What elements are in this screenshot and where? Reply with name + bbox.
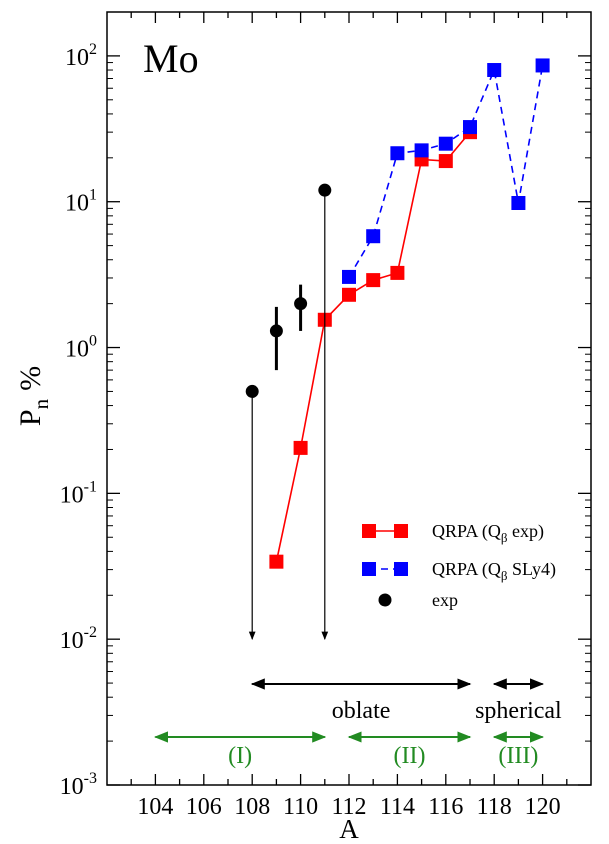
annotation-label: spherical bbox=[475, 698, 562, 724]
legend-label-sub: β bbox=[501, 568, 508, 583]
legend-entry: QRPA (Qβ exp) bbox=[362, 521, 544, 545]
legend-marker bbox=[362, 562, 376, 576]
series-0 bbox=[269, 125, 477, 569]
x-tick-label: 114 bbox=[380, 794, 415, 820]
legend-label-tail: SLy4) bbox=[508, 559, 557, 580]
y-tick-label-exp: 2 bbox=[89, 41, 97, 58]
y-tick-label-exp: -3 bbox=[84, 770, 97, 787]
legend-entry: QRPA (Qβ SLy4) bbox=[362, 559, 556, 583]
y-tick-label-base: 10 bbox=[60, 774, 84, 800]
x-tick-label: 108 bbox=[234, 794, 270, 820]
data-point bbox=[269, 554, 284, 569]
annotation-label: (I) bbox=[228, 743, 252, 769]
y-tick-label-base: 10 bbox=[65, 45, 89, 71]
y-tick-label-base: 10 bbox=[65, 191, 89, 217]
legend-label-main: exp bbox=[432, 590, 458, 610]
plot-frame bbox=[106, 11, 592, 786]
annotation-label: oblate bbox=[332, 698, 391, 724]
series-line bbox=[275, 131, 471, 562]
y-axis-label: Pn% bbox=[14, 366, 53, 426]
legend-entry: exp bbox=[378, 590, 458, 610]
y-tick-label-exp: 1 bbox=[89, 187, 97, 204]
series-line bbox=[348, 65, 544, 278]
legend-label: QRPA (Qβ SLy4) bbox=[432, 559, 556, 583]
y-axis-label-sub: n bbox=[29, 398, 53, 409]
phase-annotations: oblate spherical (I) (II) (III) bbox=[153, 678, 562, 769]
data-point bbox=[366, 229, 381, 244]
series-1 bbox=[342, 58, 550, 284]
legend-label-main: QRPA (Q bbox=[432, 559, 501, 580]
element-label: Mo bbox=[143, 36, 199, 81]
data-point bbox=[390, 146, 405, 161]
legend-marker bbox=[378, 593, 392, 607]
svg-text:Pn%: Pn% bbox=[14, 366, 53, 426]
series-layer bbox=[245, 58, 550, 641]
data-point bbox=[535, 58, 550, 73]
legend-marker bbox=[362, 524, 376, 538]
legend: QRPA (Qβ exp)QRPA (Qβ SLy4)exp bbox=[362, 521, 556, 610]
y-tick-label: 100 bbox=[65, 333, 97, 363]
axis-ticks: 104 106 108 110 112 114 116 118 12010-310-210-11… bbox=[60, 12, 591, 820]
data-point bbox=[294, 297, 308, 311]
x-tick-label: 112 bbox=[331, 794, 366, 820]
data-point bbox=[293, 440, 308, 455]
y-axis-label-main: P bbox=[14, 409, 47, 426]
data-point bbox=[511, 195, 526, 210]
y-tick-label: 10-1 bbox=[60, 478, 97, 508]
data-point bbox=[318, 183, 332, 197]
y-tick-label: 101 bbox=[65, 187, 97, 217]
data-point bbox=[438, 154, 453, 169]
x-tick-label: 118 bbox=[477, 794, 512, 820]
data-point bbox=[414, 143, 429, 158]
data-point bbox=[269, 324, 283, 338]
y-tick-label: 102 bbox=[65, 41, 97, 71]
y-tick-label-exp: -1 bbox=[84, 478, 97, 495]
data-point bbox=[245, 384, 259, 398]
annotation-label: (II) bbox=[394, 743, 426, 769]
annotation-label: (III) bbox=[498, 743, 538, 769]
y-tick-label-base: 10 bbox=[60, 628, 84, 654]
series-2 bbox=[245, 183, 332, 641]
x-tick-label: 116 bbox=[428, 794, 463, 820]
x-tick-label: 120 bbox=[525, 794, 561, 820]
y-tick-label-exp: -2 bbox=[84, 624, 97, 641]
y-tick-label: 10-2 bbox=[60, 624, 97, 654]
data-point bbox=[342, 269, 356, 284]
legend-label-main: QRPA (Q bbox=[432, 521, 501, 542]
legend-label-tail: exp) bbox=[508, 521, 544, 542]
x-tick-label: 106 bbox=[186, 794, 222, 820]
data-point bbox=[438, 136, 453, 151]
x-axis-label: A bbox=[339, 814, 359, 844]
data-point bbox=[487, 63, 502, 78]
data-point bbox=[390, 265, 405, 280]
data-point bbox=[463, 120, 477, 135]
legend-label: exp bbox=[432, 590, 458, 610]
x-tick-label: 104 bbox=[137, 794, 173, 820]
y-tick-label: 10-3 bbox=[60, 770, 97, 800]
legend-marker bbox=[394, 524, 408, 538]
data-point bbox=[342, 287, 356, 302]
y-tick-label-exp: 0 bbox=[89, 333, 97, 350]
y-tick-label-base: 10 bbox=[60, 482, 84, 508]
legend-label: QRPA (Qβ exp) bbox=[432, 521, 544, 545]
legend-marker bbox=[394, 562, 408, 576]
data-point bbox=[366, 273, 381, 288]
y-axis-label-unit: % bbox=[14, 366, 47, 391]
y-tick-label-base: 10 bbox=[65, 337, 89, 363]
x-tick-label: 110 bbox=[283, 794, 318, 820]
legend-label-sub: β bbox=[501, 530, 508, 545]
